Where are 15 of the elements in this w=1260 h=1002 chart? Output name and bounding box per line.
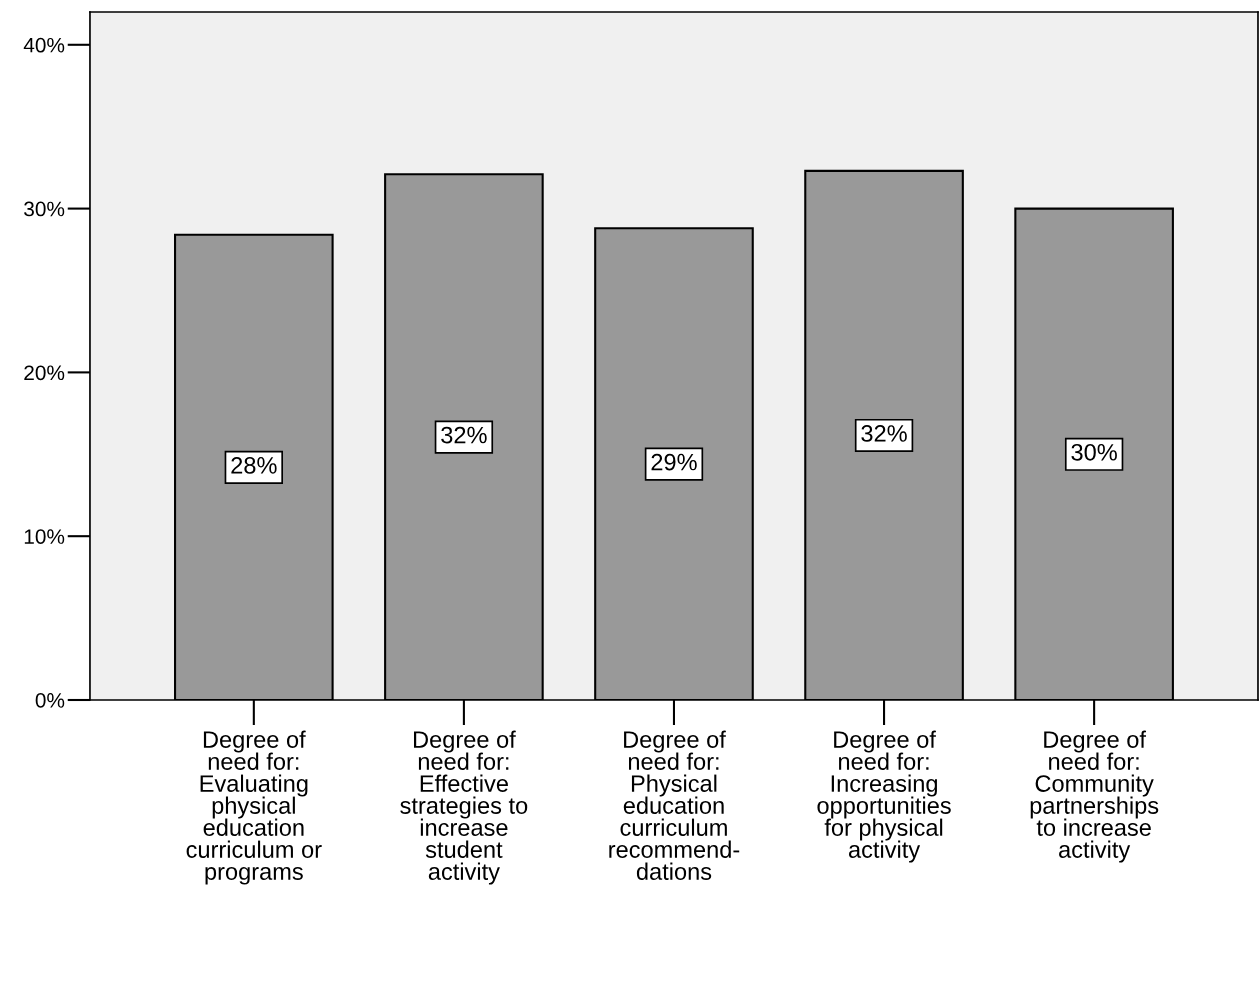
x-tick-label: Degree of need for: Evaluating physical education curriculum or programs [186,730,322,885]
x-tick-label: Degree of need for: Increasing opportunities for physical activity [817,730,951,863]
data-label: 32% [861,425,907,442]
y-tick-label: 10% [24,529,65,544]
x-tick-label: Degree of need for: Physical education curriculum recommend- dations [609,730,740,880]
data-label: 32% [441,426,487,444]
data-label: 30% [1071,443,1117,461]
y-tick-label: 0% [35,693,65,708]
x-tick-label: Degree of need for: Effective strategies to increase student activity [400,730,528,885]
data-label: 28% [231,457,277,474]
y-tick-label: 40% [23,37,65,53]
y-tick-label: 30% [24,201,65,217]
y-tick-label: 20% [24,365,65,381]
x-tick-label: Degree of need for: Community partnerships to increase activity [1030,730,1159,863]
data-label: 29% [651,453,697,471]
